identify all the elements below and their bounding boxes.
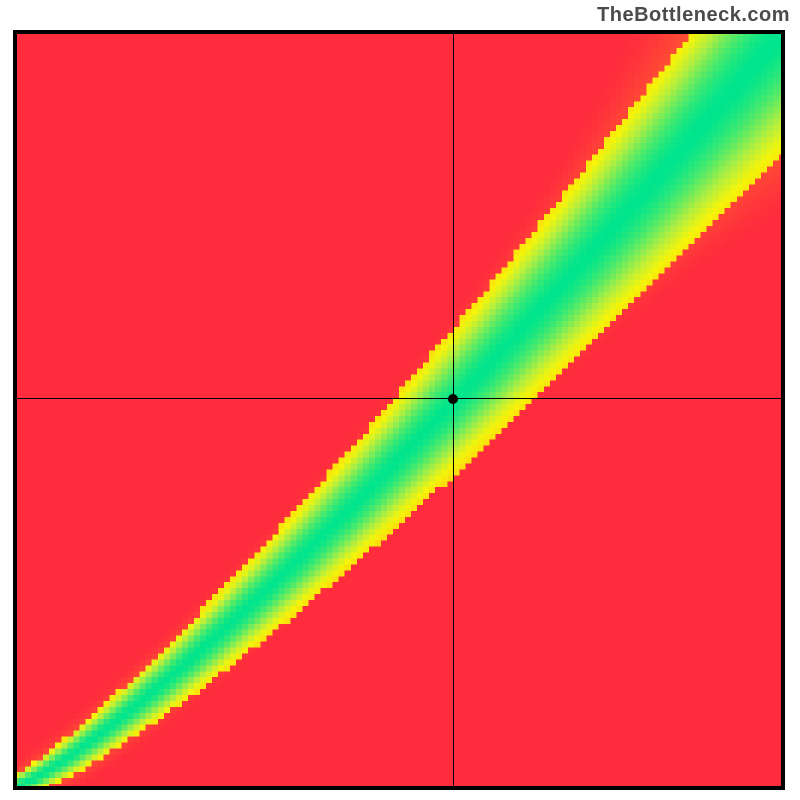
watermark-text: TheBottleneck.com bbox=[597, 4, 790, 27]
plot-border bbox=[13, 30, 785, 790]
plot-frame bbox=[13, 30, 785, 790]
chart-container: TheBottleneck.com bbox=[0, 0, 800, 800]
